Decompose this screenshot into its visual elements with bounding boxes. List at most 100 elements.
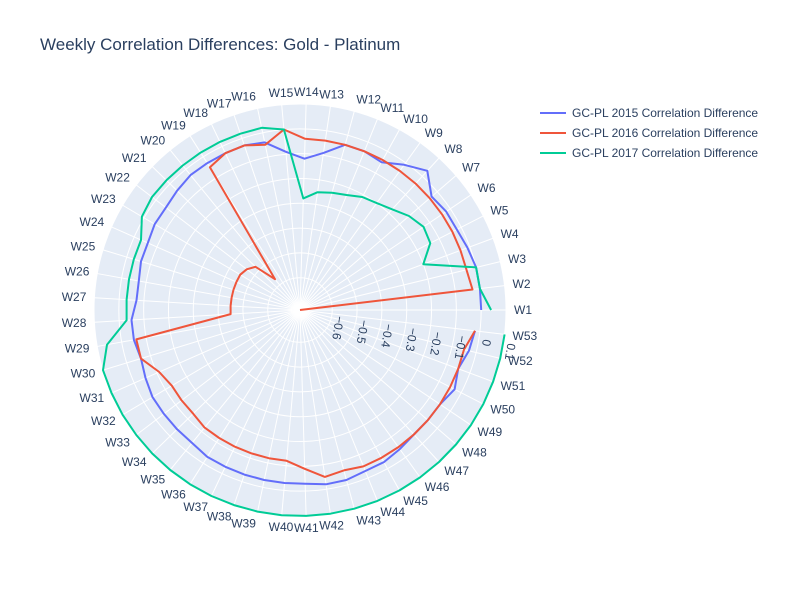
radial-tick-labels: −0.6 −0.5 −0.4 −0.3 −0.2 −0.1 0 0.1 xyxy=(329,315,518,361)
angular-tick-label: W10 xyxy=(403,112,428,126)
angular-tick-label: W1 xyxy=(514,303,532,317)
angular-tick-label: W40 xyxy=(269,520,294,534)
angular-tick-label: W37 xyxy=(183,500,208,514)
angular-gridline xyxy=(94,309,301,323)
angular-tick-label: W48 xyxy=(462,445,487,459)
series-line-2 xyxy=(135,128,476,478)
angular-gridline xyxy=(233,114,301,311)
radial-tick-label: −0.5 xyxy=(354,319,372,345)
angular-gridline xyxy=(299,309,501,359)
angular-tick-label: W19 xyxy=(161,119,186,133)
angular-gridline xyxy=(299,309,355,509)
angular-tick-label: W36 xyxy=(161,487,186,501)
legend-label: GC-PL 2015 Correlation Difference xyxy=(572,106,758,120)
angular-tick-label: W15 xyxy=(269,86,294,100)
angular-gridline xyxy=(189,309,301,485)
angular-tick-label: W22 xyxy=(105,171,130,185)
radial-tick-label: 0.1 xyxy=(502,342,518,361)
angular-gridline xyxy=(299,309,494,383)
angular-tick-label: W32 xyxy=(91,414,116,428)
angular-tick-label: W26 xyxy=(65,264,90,278)
radial-tick-label: 0 xyxy=(479,338,494,347)
angular-tick-label: W39 xyxy=(231,516,256,530)
angular-tick-label: W31 xyxy=(80,391,105,405)
angular-gridline xyxy=(210,309,301,497)
angular-tick-label: W43 xyxy=(356,513,381,527)
radial-tick-label: −0.1 xyxy=(452,335,470,361)
angular-tick-label: W20 xyxy=(141,134,166,148)
angular-tick-label: W45 xyxy=(403,494,428,508)
angular-tick-label: W28 xyxy=(62,316,87,330)
angular-tick-label: W44 xyxy=(380,505,405,519)
angular-tick-label: W21 xyxy=(122,151,147,165)
angular-gridline xyxy=(210,123,301,311)
angular-gridline xyxy=(97,273,301,311)
angular-tick-label: W7 xyxy=(462,161,480,175)
angular-gridline xyxy=(122,204,301,311)
angular-gridline xyxy=(97,309,301,347)
angular-tick-label: W47 xyxy=(444,464,469,478)
angular-tick-label: W51 xyxy=(501,379,526,393)
angular-gridline xyxy=(169,149,301,311)
angular-tick-label: W52 xyxy=(508,354,533,368)
angular-tick-label: W35 xyxy=(141,472,166,486)
angular-tick-label: W2 xyxy=(513,277,531,291)
angular-tick-label: W17 xyxy=(207,97,232,111)
angular-gridline xyxy=(94,297,301,311)
angular-tick-label: W46 xyxy=(425,480,450,494)
angular-tick-label: W5 xyxy=(490,204,508,218)
angular-tick-label: W27 xyxy=(62,290,87,304)
angular-tick-label: W4 xyxy=(501,227,519,241)
angular-gridline xyxy=(299,309,440,463)
angular-gridline xyxy=(257,309,301,512)
angular-tick-label: W34 xyxy=(122,455,147,469)
angular-tick-label: W16 xyxy=(231,90,256,104)
angular-gridline xyxy=(111,226,301,311)
angular-tick-label: W29 xyxy=(65,342,90,356)
angular-tick-label: W8 xyxy=(444,142,462,156)
angular-gridline xyxy=(299,309,505,335)
angular-gridline xyxy=(135,184,301,311)
angular-tick-label: W42 xyxy=(319,519,344,533)
angular-tick-label: W41 xyxy=(294,521,319,535)
radial-tick-label: −0.6 xyxy=(329,315,347,341)
angular-tick-label: W14 xyxy=(294,85,319,99)
angular-tick-labels: W1W2W3W4W5W6W7W8W9W10W11W12W13W14W15W16W… xyxy=(62,85,538,535)
angular-tick-label: W18 xyxy=(183,106,208,120)
angular-gridline xyxy=(102,309,301,371)
angular-gridline xyxy=(299,309,378,502)
series-line-3 xyxy=(102,126,506,517)
radial-tick-label: −0.4 xyxy=(378,323,396,349)
angular-gridline xyxy=(233,309,301,506)
angular-gridline xyxy=(299,309,307,516)
chart-title: Weekly Correlation Differences: Gold - P… xyxy=(40,35,400,54)
angular-tick-label: W12 xyxy=(356,93,381,107)
angular-gridline xyxy=(299,309,457,445)
angular-tick-label: W13 xyxy=(319,87,344,101)
radial-tick-label: −0.3 xyxy=(403,327,421,353)
angular-gridline xyxy=(299,309,331,514)
angular-tick-label: W24 xyxy=(80,215,105,229)
legend: GC-PL 2015 Correlation Difference GC-PL 2… xyxy=(540,106,758,160)
angular-tick-label: W25 xyxy=(71,239,96,253)
angular-tick-label: W6 xyxy=(478,181,496,195)
angular-gridline xyxy=(189,135,301,311)
angular-gridline xyxy=(299,309,484,405)
legend-label: GC-PL 2016 Correlation Difference xyxy=(572,126,758,140)
angular-gridline xyxy=(299,309,400,491)
angular-tick-label: W53 xyxy=(513,329,538,343)
angular-tick-label: W3 xyxy=(508,252,526,266)
angular-gridline xyxy=(102,249,301,311)
angular-tick-label: W30 xyxy=(71,367,96,381)
series-traces xyxy=(102,126,506,517)
angular-gridline xyxy=(281,309,301,516)
angular-tick-label: W9 xyxy=(425,126,443,140)
angular-tick-label: W49 xyxy=(478,425,503,439)
angular-tick-label: W11 xyxy=(380,101,404,115)
radial-tick-label: −0.2 xyxy=(427,331,445,357)
angular-tick-label: W33 xyxy=(105,435,130,449)
legend-label: GC-PL 2017 Correlation Difference xyxy=(572,146,758,160)
angular-tick-label: W38 xyxy=(207,510,232,524)
angular-tick-label: W50 xyxy=(490,403,515,417)
